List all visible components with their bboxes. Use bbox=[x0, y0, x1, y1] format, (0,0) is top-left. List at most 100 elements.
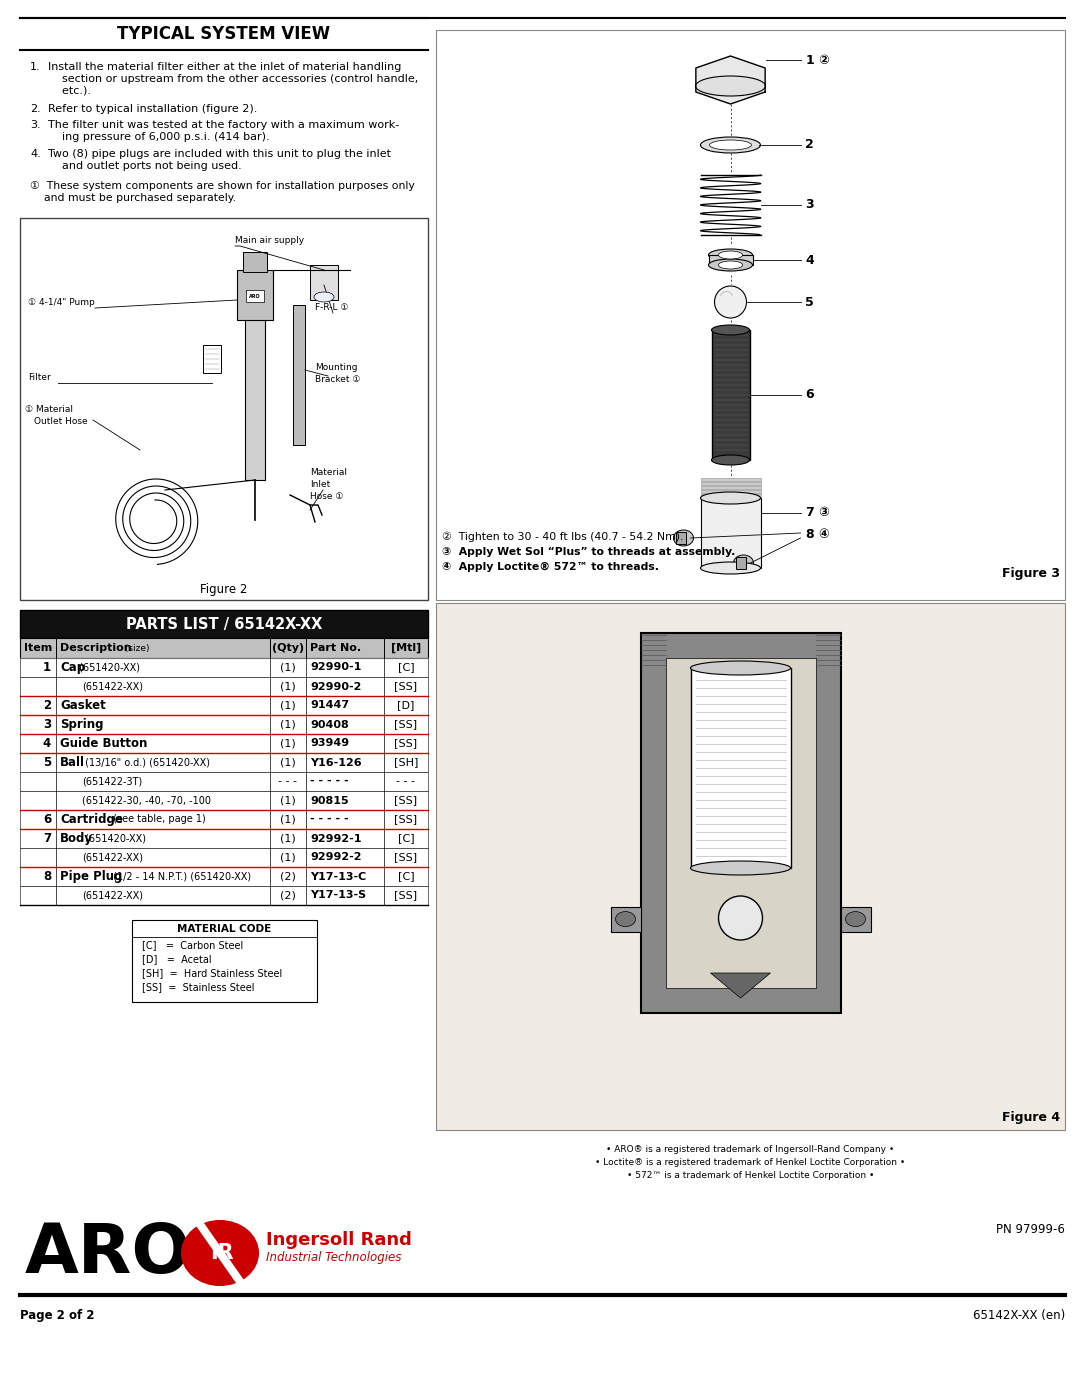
Text: ②  Tighten to 30 - 40 ft lbs (40.7 - 54.2 Nm).: ② Tighten to 30 - 40 ft lbs (40.7 - 54.2… bbox=[442, 532, 684, 542]
Text: 6: 6 bbox=[43, 813, 51, 826]
Text: (651422-XX): (651422-XX) bbox=[82, 890, 143, 901]
Bar bbox=[237, 270, 273, 320]
Text: Figure 2: Figure 2 bbox=[200, 584, 247, 597]
Text: [SS]: [SS] bbox=[394, 719, 418, 729]
Ellipse shape bbox=[314, 292, 334, 302]
Bar bbox=[21, 658, 428, 678]
Text: Two (8) pipe plugs are included with this unit to plug the inlet
    and outlet : Two (8) pipe plugs are included with thi… bbox=[48, 149, 391, 170]
Bar bbox=[203, 345, 221, 373]
Bar bbox=[675, 532, 686, 543]
Text: MATERIAL CODE: MATERIAL CODE bbox=[177, 923, 271, 935]
Text: 1 ②: 1 ② bbox=[806, 53, 829, 67]
Text: Gasket: Gasket bbox=[60, 698, 106, 712]
Text: Refer to typical installation (figure 2).: Refer to typical installation (figure 2)… bbox=[48, 105, 257, 115]
Text: 1: 1 bbox=[43, 661, 51, 673]
Text: (1): (1) bbox=[280, 795, 296, 806]
Bar bbox=[293, 305, 305, 446]
Text: Mounting: Mounting bbox=[315, 363, 357, 372]
Text: 8: 8 bbox=[43, 870, 51, 883]
Text: F-R-L ①: F-R-L ① bbox=[315, 303, 349, 312]
Ellipse shape bbox=[718, 261, 743, 270]
Text: 92992-1: 92992-1 bbox=[310, 834, 362, 844]
Text: [SS]: [SS] bbox=[394, 795, 418, 806]
Text: (1): (1) bbox=[280, 834, 296, 844]
Text: PN 97999-6: PN 97999-6 bbox=[996, 1222, 1065, 1236]
Text: - - -: - - - bbox=[396, 777, 416, 787]
Bar bbox=[21, 828, 428, 848]
Bar bbox=[21, 791, 428, 810]
Ellipse shape bbox=[616, 912, 635, 926]
Text: Material: Material bbox=[310, 468, 347, 476]
Text: 92992-2: 92992-2 bbox=[310, 852, 362, 862]
Text: Page 2 of 2: Page 2 of 2 bbox=[21, 1309, 95, 1322]
Text: ③  Apply Wet Sol “Plus” to threads at assembly.: ③ Apply Wet Sol “Plus” to threads at ass… bbox=[442, 548, 735, 557]
Text: 1.: 1. bbox=[30, 61, 41, 73]
Bar bbox=[610, 907, 640, 932]
Text: (1): (1) bbox=[280, 739, 296, 749]
Ellipse shape bbox=[718, 251, 743, 258]
Circle shape bbox=[715, 286, 746, 319]
Text: (see table, page 1): (see table, page 1) bbox=[109, 814, 205, 824]
Bar bbox=[132, 921, 316, 1002]
Ellipse shape bbox=[690, 861, 791, 875]
Text: 4: 4 bbox=[43, 738, 51, 750]
Bar bbox=[310, 265, 338, 300]
Text: Pipe Plug: Pipe Plug bbox=[60, 870, 122, 883]
Text: 2.: 2. bbox=[30, 105, 41, 115]
Text: 2: 2 bbox=[806, 138, 814, 151]
Text: (1): (1) bbox=[280, 682, 296, 692]
Text: (2): (2) bbox=[280, 872, 296, 882]
Bar bbox=[243, 251, 267, 272]
Text: 8 ④: 8 ④ bbox=[806, 528, 829, 542]
Polygon shape bbox=[194, 1222, 246, 1282]
Bar bbox=[21, 810, 428, 828]
Text: TYPICAL SYSTEM VIEW: TYPICAL SYSTEM VIEW bbox=[118, 25, 330, 43]
Text: - - -: - - - bbox=[279, 777, 297, 787]
Text: (1): (1) bbox=[280, 757, 296, 767]
Text: Description: Description bbox=[60, 643, 132, 652]
Ellipse shape bbox=[708, 249, 753, 261]
Text: • ARO® is a registered trademark of Ingersoll-Rand Company •: • ARO® is a registered trademark of Inge… bbox=[606, 1146, 894, 1154]
Text: [C]: [C] bbox=[397, 662, 415, 672]
Text: (size): (size) bbox=[122, 644, 149, 652]
Bar bbox=[701, 478, 760, 481]
Text: (651422-XX): (651422-XX) bbox=[82, 852, 143, 862]
Text: ① 4-1/4" Pump: ① 4-1/4" Pump bbox=[28, 298, 95, 307]
Text: Bracket ①: Bracket ① bbox=[315, 374, 361, 384]
Text: 65142X-XX (en): 65142X-XX (en) bbox=[973, 1309, 1065, 1322]
Text: Cap: Cap bbox=[60, 661, 85, 673]
Text: [SS]: [SS] bbox=[394, 814, 418, 824]
Ellipse shape bbox=[733, 555, 754, 571]
Text: 93949: 93949 bbox=[310, 739, 349, 749]
Text: PARTS LIST / 65142X-XX: PARTS LIST / 65142X-XX bbox=[125, 616, 322, 631]
Bar bbox=[21, 773, 428, 791]
Text: Industrial Technologies: Industrial Technologies bbox=[266, 1252, 402, 1264]
Text: (1): (1) bbox=[280, 719, 296, 729]
Text: [C]: [C] bbox=[397, 834, 415, 844]
Text: (1/2 - 14 N.P.T.) (651420-XX): (1/2 - 14 N.P.T.) (651420-XX) bbox=[109, 872, 251, 882]
Ellipse shape bbox=[701, 562, 760, 574]
Bar bbox=[701, 490, 760, 493]
Text: 4.: 4. bbox=[30, 149, 41, 159]
Text: (651422-3T): (651422-3T) bbox=[82, 777, 143, 787]
Bar bbox=[735, 557, 745, 569]
Ellipse shape bbox=[846, 912, 865, 926]
Text: Guide Button: Guide Button bbox=[60, 738, 147, 750]
Text: (651420-XX): (651420-XX) bbox=[82, 834, 146, 844]
Text: 6: 6 bbox=[806, 388, 814, 401]
Bar bbox=[21, 610, 428, 638]
Ellipse shape bbox=[690, 661, 791, 675]
Circle shape bbox=[718, 895, 762, 940]
Text: 2: 2 bbox=[43, 698, 51, 712]
Text: • 572™ is a trademark of Henkel Loctite Corporation •: • 572™ is a trademark of Henkel Loctite … bbox=[626, 1171, 874, 1180]
Text: [SH]: [SH] bbox=[394, 757, 418, 767]
Bar bbox=[21, 753, 428, 773]
Bar bbox=[701, 482, 760, 485]
Ellipse shape bbox=[708, 258, 753, 271]
Text: 3: 3 bbox=[43, 718, 51, 731]
Text: 7: 7 bbox=[43, 833, 51, 845]
Bar bbox=[640, 633, 840, 1013]
Text: Y17-13-S: Y17-13-S bbox=[310, 890, 366, 901]
Bar bbox=[21, 886, 428, 905]
Text: - - - - -: - - - - - bbox=[310, 777, 349, 787]
